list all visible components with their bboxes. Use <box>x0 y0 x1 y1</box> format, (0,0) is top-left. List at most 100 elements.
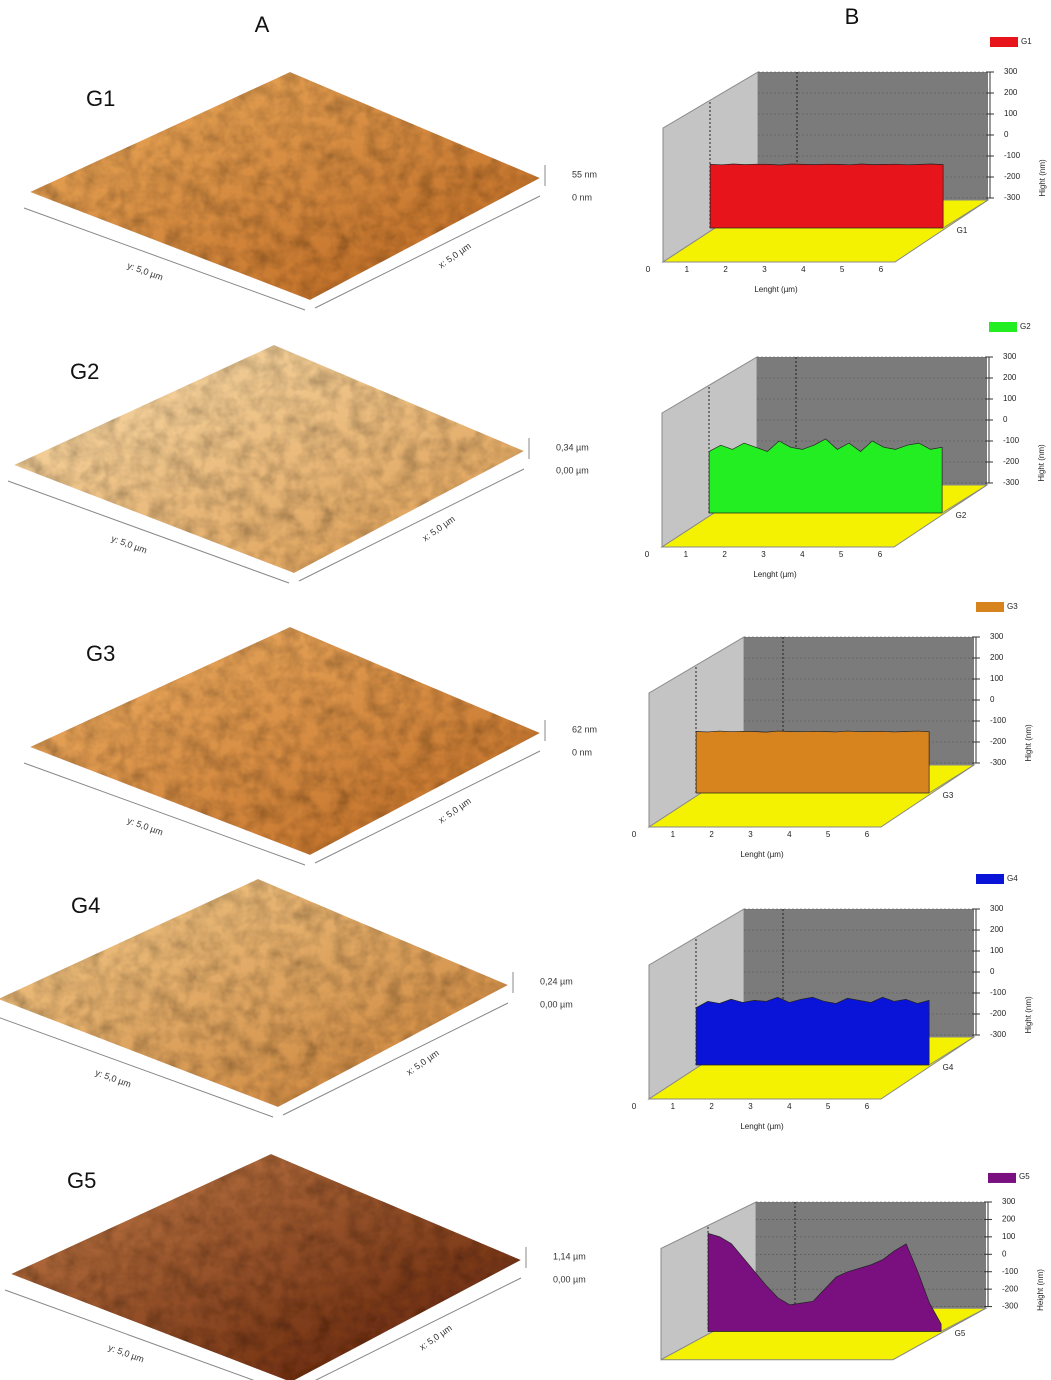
sample-label: G4 <box>71 893 100 918</box>
depth-edge <box>942 199 989 229</box>
afm-surface <box>11 1154 521 1380</box>
y-tick-label: -200 <box>990 737 1007 746</box>
x-tick-label: 0 <box>632 830 637 839</box>
z-max-label: 0,34 µm <box>556 442 589 452</box>
x-tick-label: 4 <box>800 550 805 559</box>
y-tick-label: 0 <box>990 695 995 704</box>
legend-swatch <box>988 1172 1016 1183</box>
x-tick-label: 2 <box>709 1102 714 1111</box>
y-tick-label: 0 <box>1003 415 1008 424</box>
y-tick-label: 200 <box>1003 373 1017 382</box>
profile-area <box>695 996 930 1066</box>
y-axis-title: Height (nm) <box>1036 1269 1045 1311</box>
y-tick-label: 100 <box>990 674 1004 683</box>
x-tick-label: 3 <box>762 265 767 274</box>
x-axis-title: Lenght (µm) <box>740 850 784 859</box>
afm-surface <box>14 345 524 573</box>
y-tick-label: 300 <box>990 632 1004 641</box>
x-tick-label: 2 <box>723 265 728 274</box>
sample-label: G5 <box>67 1168 96 1193</box>
y-size-label: y: 5,0 µm <box>126 260 164 282</box>
depth-edge <box>928 1036 975 1066</box>
z-max-label: 0,24 µm <box>540 976 573 986</box>
z-max-label: 62 nm <box>572 724 597 734</box>
y-tick-label: 300 <box>1004 67 1018 76</box>
y-tick-label: 100 <box>1004 109 1018 118</box>
axis-line <box>314 750 541 864</box>
x-tick-label: 3 <box>748 1102 753 1111</box>
z-min-label: 0,00 µm <box>540 999 573 1009</box>
afm-panel: G20,34 µm0,00 µmy: 5,0 µmx: 5,0 µm <box>7 345 589 584</box>
series-end-label: G1 <box>957 226 968 235</box>
axis-line <box>23 207 306 311</box>
x-axis-title: Lenght (µm) <box>753 570 797 579</box>
series-end-label: G4 <box>943 1063 954 1072</box>
afm-panel: G51,14 µm0,00 µmy: 5,0 µmx: 5,0 µm <box>4 1154 586 1380</box>
y-tick-label: 300 <box>1002 1197 1016 1206</box>
series-end-label: G5 <box>955 1329 966 1338</box>
afm-surface <box>0 879 508 1107</box>
z-min-label: 0,00 µm <box>556 465 589 475</box>
legend-label: G2 <box>1020 322 1031 331</box>
x-axis-title: Lenght (µm) <box>740 1122 784 1131</box>
afm-surface <box>30 627 540 855</box>
profile-area <box>695 730 930 794</box>
y-tick-label: -200 <box>990 1009 1007 1018</box>
y-tick-label: -300 <box>990 758 1007 767</box>
y-size-label: y: 5,0 µm <box>110 533 148 555</box>
y-tick-label: 300 <box>990 904 1004 913</box>
y-tick-label: 0 <box>1002 1249 1007 1258</box>
x-tick-label: 5 <box>839 550 844 559</box>
profile-area <box>707 1232 942 1332</box>
y-size-label: y: 5,0 µm <box>126 815 164 837</box>
y-tick-label: -300 <box>1004 193 1021 202</box>
legend-label: G5 <box>1019 1172 1030 1181</box>
axis-line <box>0 1017 274 1118</box>
panel-label: A <box>255 12 270 37</box>
legend-label: G4 <box>1007 874 1018 883</box>
x-tick-label: 4 <box>787 830 792 839</box>
panel-label: B <box>845 4 860 29</box>
y-tick-label: 100 <box>990 946 1004 955</box>
depth-edge <box>941 484 988 514</box>
x-tick-label: 6 <box>879 265 884 274</box>
x-tick-label: 1 <box>671 1102 676 1111</box>
profile-area <box>709 163 944 229</box>
x-tick-label: 5 <box>826 830 831 839</box>
y-tick-label: 0 <box>1004 130 1009 139</box>
y-tick-label: 0 <box>990 967 995 976</box>
x-tick-label: 0 <box>645 550 650 559</box>
afm-surface <box>30 72 540 300</box>
y-tick-label: -100 <box>990 988 1007 997</box>
y-tick-label: 200 <box>1004 88 1018 97</box>
axis-line <box>298 468 525 582</box>
series-end-label: G3 <box>943 791 954 800</box>
sample-label: G2 <box>70 359 99 384</box>
axis-line <box>314 195 541 309</box>
x-tick-label: 1 <box>671 830 676 839</box>
y-tick-label: -200 <box>1002 1284 1019 1293</box>
y-tick-label: 200 <box>990 925 1004 934</box>
depth-edge <box>940 1307 987 1332</box>
z-max-label: 1,14 µm <box>553 1251 586 1261</box>
y-tick-label: 100 <box>1003 394 1017 403</box>
z-min-label: 0 nm <box>572 192 592 202</box>
y-tick-label: -100 <box>1004 151 1021 160</box>
y-tick-label: -100 <box>990 716 1007 725</box>
y-tick-label: 200 <box>1002 1215 1016 1224</box>
x-tick-label: 2 <box>709 830 714 839</box>
profile-area <box>708 438 943 514</box>
y-tick-label: -300 <box>990 1030 1007 1039</box>
y-axis-title: Hight (nm) <box>1024 996 1033 1034</box>
y-tick-label: -100 <box>1003 436 1020 445</box>
x-axis-title: Lenght (µm) <box>754 285 798 294</box>
y-tick-label: -300 <box>1003 478 1020 487</box>
y-tick-label: 300 <box>1003 352 1017 361</box>
axis-line <box>7 480 290 584</box>
y-size-label: y: 5,0 µm <box>94 1067 132 1089</box>
x-tick-label: 5 <box>826 1102 831 1111</box>
y-tick-label: -100 <box>1002 1267 1019 1276</box>
x-tick-label: 1 <box>684 550 689 559</box>
